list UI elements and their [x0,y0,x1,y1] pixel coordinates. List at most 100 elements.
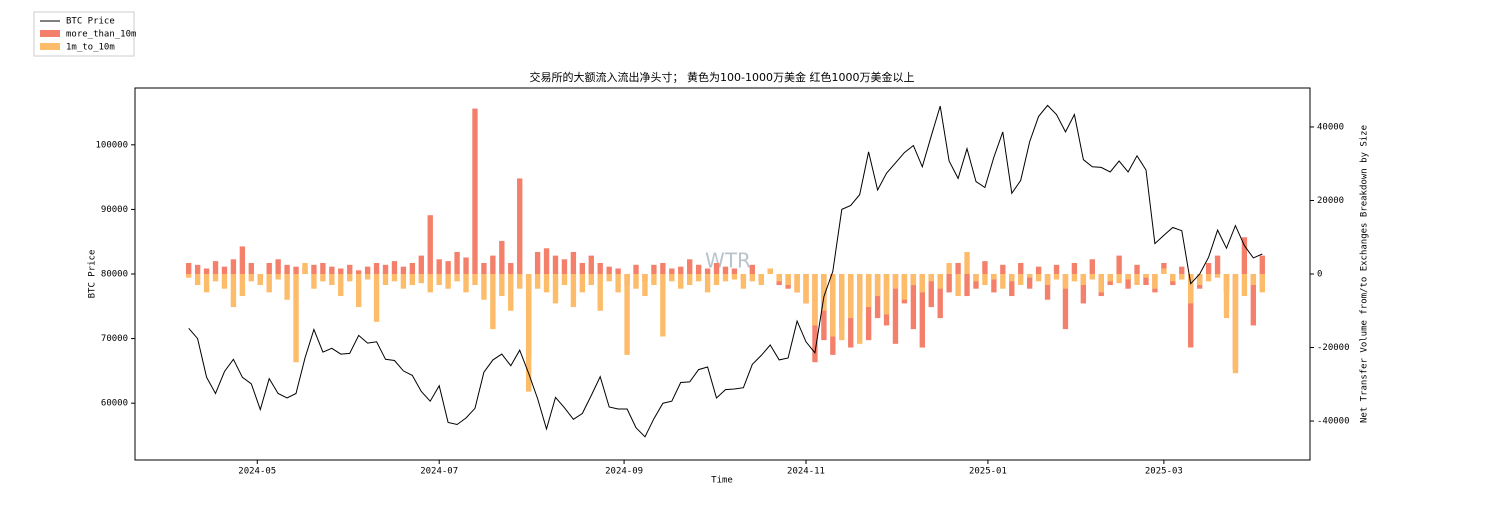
bar [302,262,308,274]
bar [1035,274,1042,282]
bar [552,255,559,274]
bar [776,274,782,282]
bar [597,262,603,274]
bar [230,259,237,274]
y2-tick-label: 20000 [1317,196,1344,206]
bar [338,268,344,274]
bar [185,262,192,274]
bar [311,264,317,274]
bar [436,259,442,274]
bar [1179,274,1185,280]
bar [1018,274,1024,286]
bar [660,274,666,337]
bar [973,274,979,282]
y2-tick-label: 0 [1317,270,1322,280]
bar [481,274,487,300]
bar [436,274,442,286]
bar [391,274,398,282]
bar [588,274,594,286]
bar [1009,274,1015,297]
bar [543,274,550,293]
bar [669,274,675,282]
bar [517,178,523,274]
bar [543,248,550,274]
bar [463,257,469,274]
bar [1071,274,1078,282]
bar [1071,262,1078,274]
bar [409,274,416,286]
bar [1098,274,1104,293]
bar [991,274,997,293]
bar [1259,255,1265,274]
bar [427,274,433,293]
y-tick-label: 70000 [101,334,128,344]
bar [355,274,362,308]
bar [695,264,702,274]
bar [982,274,988,286]
bar [919,274,925,293]
bar [892,274,899,289]
x-tick-label: 2024-11 [787,467,825,477]
bar [1232,274,1239,374]
bar [901,274,908,300]
bar [937,274,943,319]
bar [221,266,228,274]
bar [517,274,523,289]
bar [338,274,344,297]
x-tick-label: 2025-01 [969,467,1007,477]
bar [311,274,317,289]
bar [1026,274,1033,278]
price-line [188,104,1263,438]
bar [454,251,460,274]
bar [293,266,299,274]
bar [230,274,237,308]
bar [1250,274,1257,326]
bar [409,262,416,274]
bar [248,262,254,274]
bar [695,274,702,282]
bar [579,262,586,274]
bar [472,108,478,274]
x-tick-label: 2024-09 [605,467,643,477]
bar [687,259,693,274]
bar [1080,274,1087,304]
bar [1161,262,1167,274]
bar [678,266,684,274]
bar [874,274,881,297]
bar [1018,262,1024,274]
bar [1250,274,1257,286]
bar [865,274,872,308]
bar [1035,266,1042,274]
y-tick-label: 100000 [95,140,128,150]
bar [293,274,299,363]
bar [445,274,451,289]
bar [883,274,890,315]
x-axis-label: Time [711,476,733,486]
bar [794,274,800,293]
bar [391,261,398,274]
bar [704,268,711,274]
bar [749,264,756,274]
bar [731,274,738,280]
bar [892,274,899,344]
y-tick-label: 60000 [101,399,128,409]
bar [1188,274,1194,304]
bar [364,274,371,280]
bar [373,274,380,322]
bar [1143,274,1149,286]
y2-tick-label: 40000 [1317,122,1344,132]
bar [955,262,961,274]
bar [534,274,541,289]
bar [678,274,684,289]
bar [982,261,988,274]
bar [418,274,424,284]
bar [821,274,827,311]
y-tick-label: 90000 [101,205,128,215]
bar [713,274,720,286]
bar [499,240,505,274]
bar [1188,274,1194,348]
bar [1053,274,1060,280]
x-tick-label: 2024-05 [238,467,276,477]
bar [212,261,219,274]
